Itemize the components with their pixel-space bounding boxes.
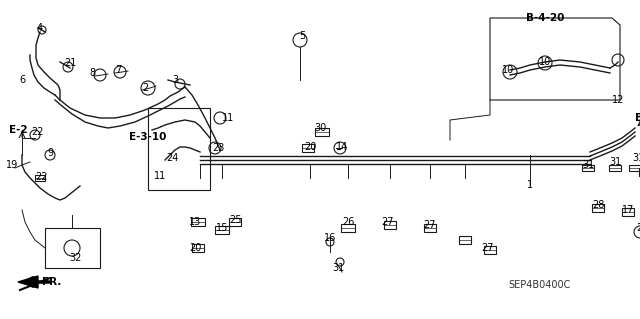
Text: SEP4B0400C: SEP4B0400C <box>509 280 571 290</box>
Text: E-2: E-2 <box>9 125 28 135</box>
Bar <box>228 219 241 226</box>
Text: 10: 10 <box>539 57 551 67</box>
Text: 26: 26 <box>342 217 354 227</box>
Text: 12: 12 <box>612 95 624 105</box>
Text: 23: 23 <box>212 143 224 153</box>
Text: 32: 32 <box>69 253 81 263</box>
Text: 11: 11 <box>222 113 234 123</box>
Bar <box>424 224 436 232</box>
Text: 19: 19 <box>6 160 18 170</box>
Text: 22: 22 <box>31 127 44 137</box>
Text: 15: 15 <box>216 223 228 233</box>
Text: B-3: B-3 <box>636 113 640 123</box>
Bar <box>484 246 496 254</box>
Bar <box>621 208 634 216</box>
Text: 24: 24 <box>166 153 178 163</box>
Text: 20: 20 <box>189 243 201 253</box>
Text: 8: 8 <box>89 68 95 78</box>
Bar <box>35 175 45 181</box>
Text: 27: 27 <box>424 220 436 230</box>
Bar <box>215 226 229 234</box>
Bar <box>629 165 640 171</box>
Text: FR.: FR. <box>42 277 61 287</box>
Bar <box>45 228 100 268</box>
Bar <box>582 165 594 171</box>
Text: 3: 3 <box>172 75 178 85</box>
Text: 6: 6 <box>19 75 25 85</box>
Bar <box>592 204 604 211</box>
Text: 4: 4 <box>37 23 43 33</box>
Text: 11: 11 <box>154 171 166 181</box>
Bar <box>315 128 329 136</box>
Bar <box>148 108 210 190</box>
Text: 7: 7 <box>115 65 121 75</box>
Text: 1: 1 <box>527 180 533 190</box>
Bar <box>459 236 471 244</box>
Bar <box>609 165 621 171</box>
Bar <box>191 218 205 226</box>
Text: E-3-10: E-3-10 <box>129 132 166 142</box>
Bar <box>639 168 640 175</box>
Text: 27: 27 <box>381 217 394 227</box>
Text: 31: 31 <box>632 153 640 163</box>
Text: 2: 2 <box>142 83 148 93</box>
Bar <box>341 224 355 232</box>
Text: 5: 5 <box>299 31 305 41</box>
Text: 9: 9 <box>47 148 53 158</box>
Text: 13: 13 <box>189 217 201 227</box>
Bar <box>384 221 396 229</box>
Text: 20: 20 <box>304 142 316 152</box>
Text: 31: 31 <box>582 160 594 170</box>
Text: 31: 31 <box>609 157 621 167</box>
Text: B-4-20: B-4-20 <box>526 13 564 23</box>
Text: 30: 30 <box>314 123 326 133</box>
Text: 27: 27 <box>482 243 494 253</box>
Text: 16: 16 <box>324 233 336 243</box>
Text: 28: 28 <box>592 200 604 210</box>
Text: 22: 22 <box>36 172 48 182</box>
Text: 14: 14 <box>336 142 348 152</box>
Text: 29: 29 <box>636 223 640 233</box>
Text: 17: 17 <box>622 205 634 215</box>
Polygon shape <box>18 276 38 288</box>
Text: 31: 31 <box>332 263 344 273</box>
Bar <box>301 145 314 152</box>
Text: 10: 10 <box>502 65 514 75</box>
Bar <box>192 244 204 252</box>
Text: 25: 25 <box>228 215 241 225</box>
Text: 21: 21 <box>64 58 76 68</box>
